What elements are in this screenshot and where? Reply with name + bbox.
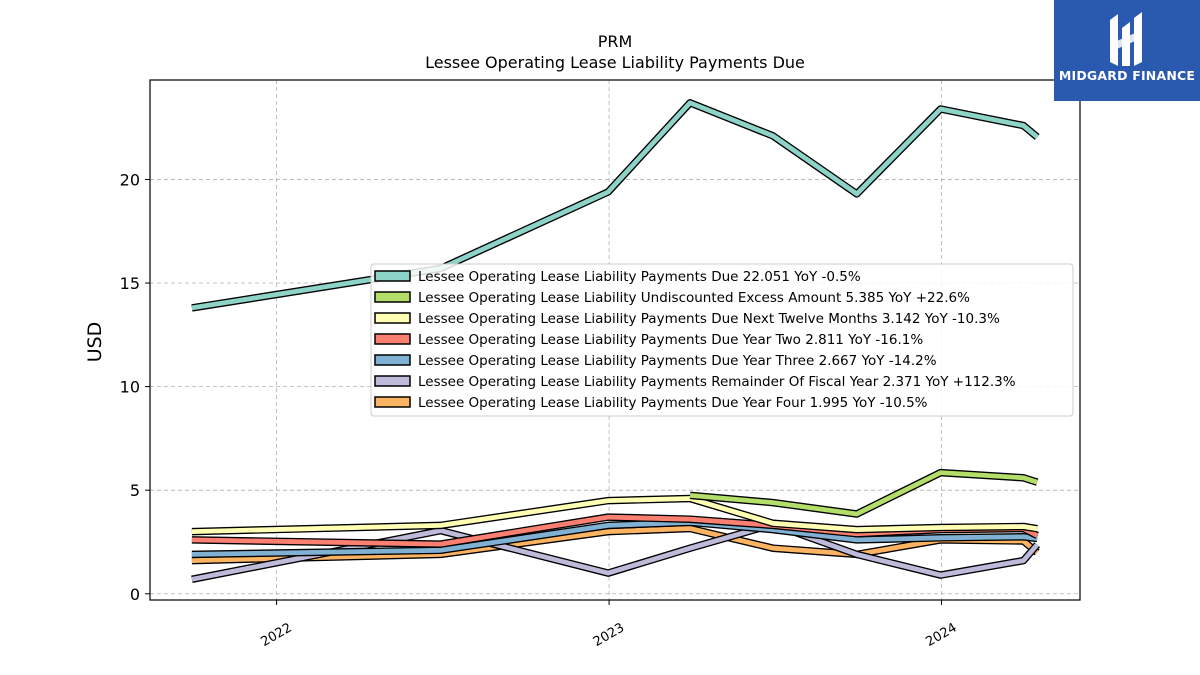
legend-entry: Lessee Operating Lease Liability Undisco… <box>418 290 970 306</box>
legend-entry: Lessee Operating Lease Liability Payment… <box>418 332 923 348</box>
legend-entry: Lessee Operating Lease Liability Payment… <box>418 374 1016 390</box>
legend-swatch <box>374 291 411 303</box>
legend-entry: Lessee Operating Lease Liability Payment… <box>418 311 1000 327</box>
legend-box <box>370 263 1074 417</box>
legend-entry: Lessee Operating Lease Liability Payment… <box>418 353 937 369</box>
series-line <box>191 519 1038 557</box>
logo-mark-icon <box>1110 12 1142 66</box>
legend-entry: Lessee Operating Lease Liability Payment… <box>418 269 861 285</box>
y-axis-label: USD <box>84 322 106 363</box>
y-tick-label: 10 <box>120 378 140 397</box>
axis-ticks: 0 5 10 15 20 2022 2023 2024 <box>120 170 960 650</box>
chart-title: PRM <box>598 32 633 51</box>
legend-swatch <box>374 333 411 345</box>
y-tick-label: 0 <box>130 585 140 604</box>
legend-entry: Lessee Operating Lease Liability Payment… <box>418 395 928 411</box>
x-tick-label: 2024 <box>923 620 959 650</box>
legend-swatch <box>374 354 411 366</box>
legend-swatch <box>374 375 411 387</box>
series-line <box>689 470 1038 517</box>
legend-swatch <box>374 270 411 282</box>
logo-text: MIDGARD FINANCE <box>1058 68 1196 83</box>
y-tick-label: 20 <box>120 170 140 189</box>
x-tick-label: 2022 <box>258 620 294 650</box>
y-tick-label: 15 <box>120 274 140 293</box>
plot-frame <box>149 79 1081 601</box>
legend-swatch <box>374 312 411 324</box>
x-tick-label: 2023 <box>591 620 627 650</box>
legend-swatch <box>374 396 411 408</box>
series-line <box>191 100 1039 311</box>
y-tick-label: 5 <box>130 481 140 500</box>
legend: Lessee Operating Lease Liability Payment… <box>370 263 1074 417</box>
series-lines <box>191 99 1041 583</box>
chart-subtitle: Lessee Operating Lease Liability Payment… <box>425 53 805 72</box>
series-line <box>191 496 1038 534</box>
brand-logo: MIDGARD FINANCE <box>1054 0 1200 101</box>
series-line-outline <box>689 468 1039 518</box>
